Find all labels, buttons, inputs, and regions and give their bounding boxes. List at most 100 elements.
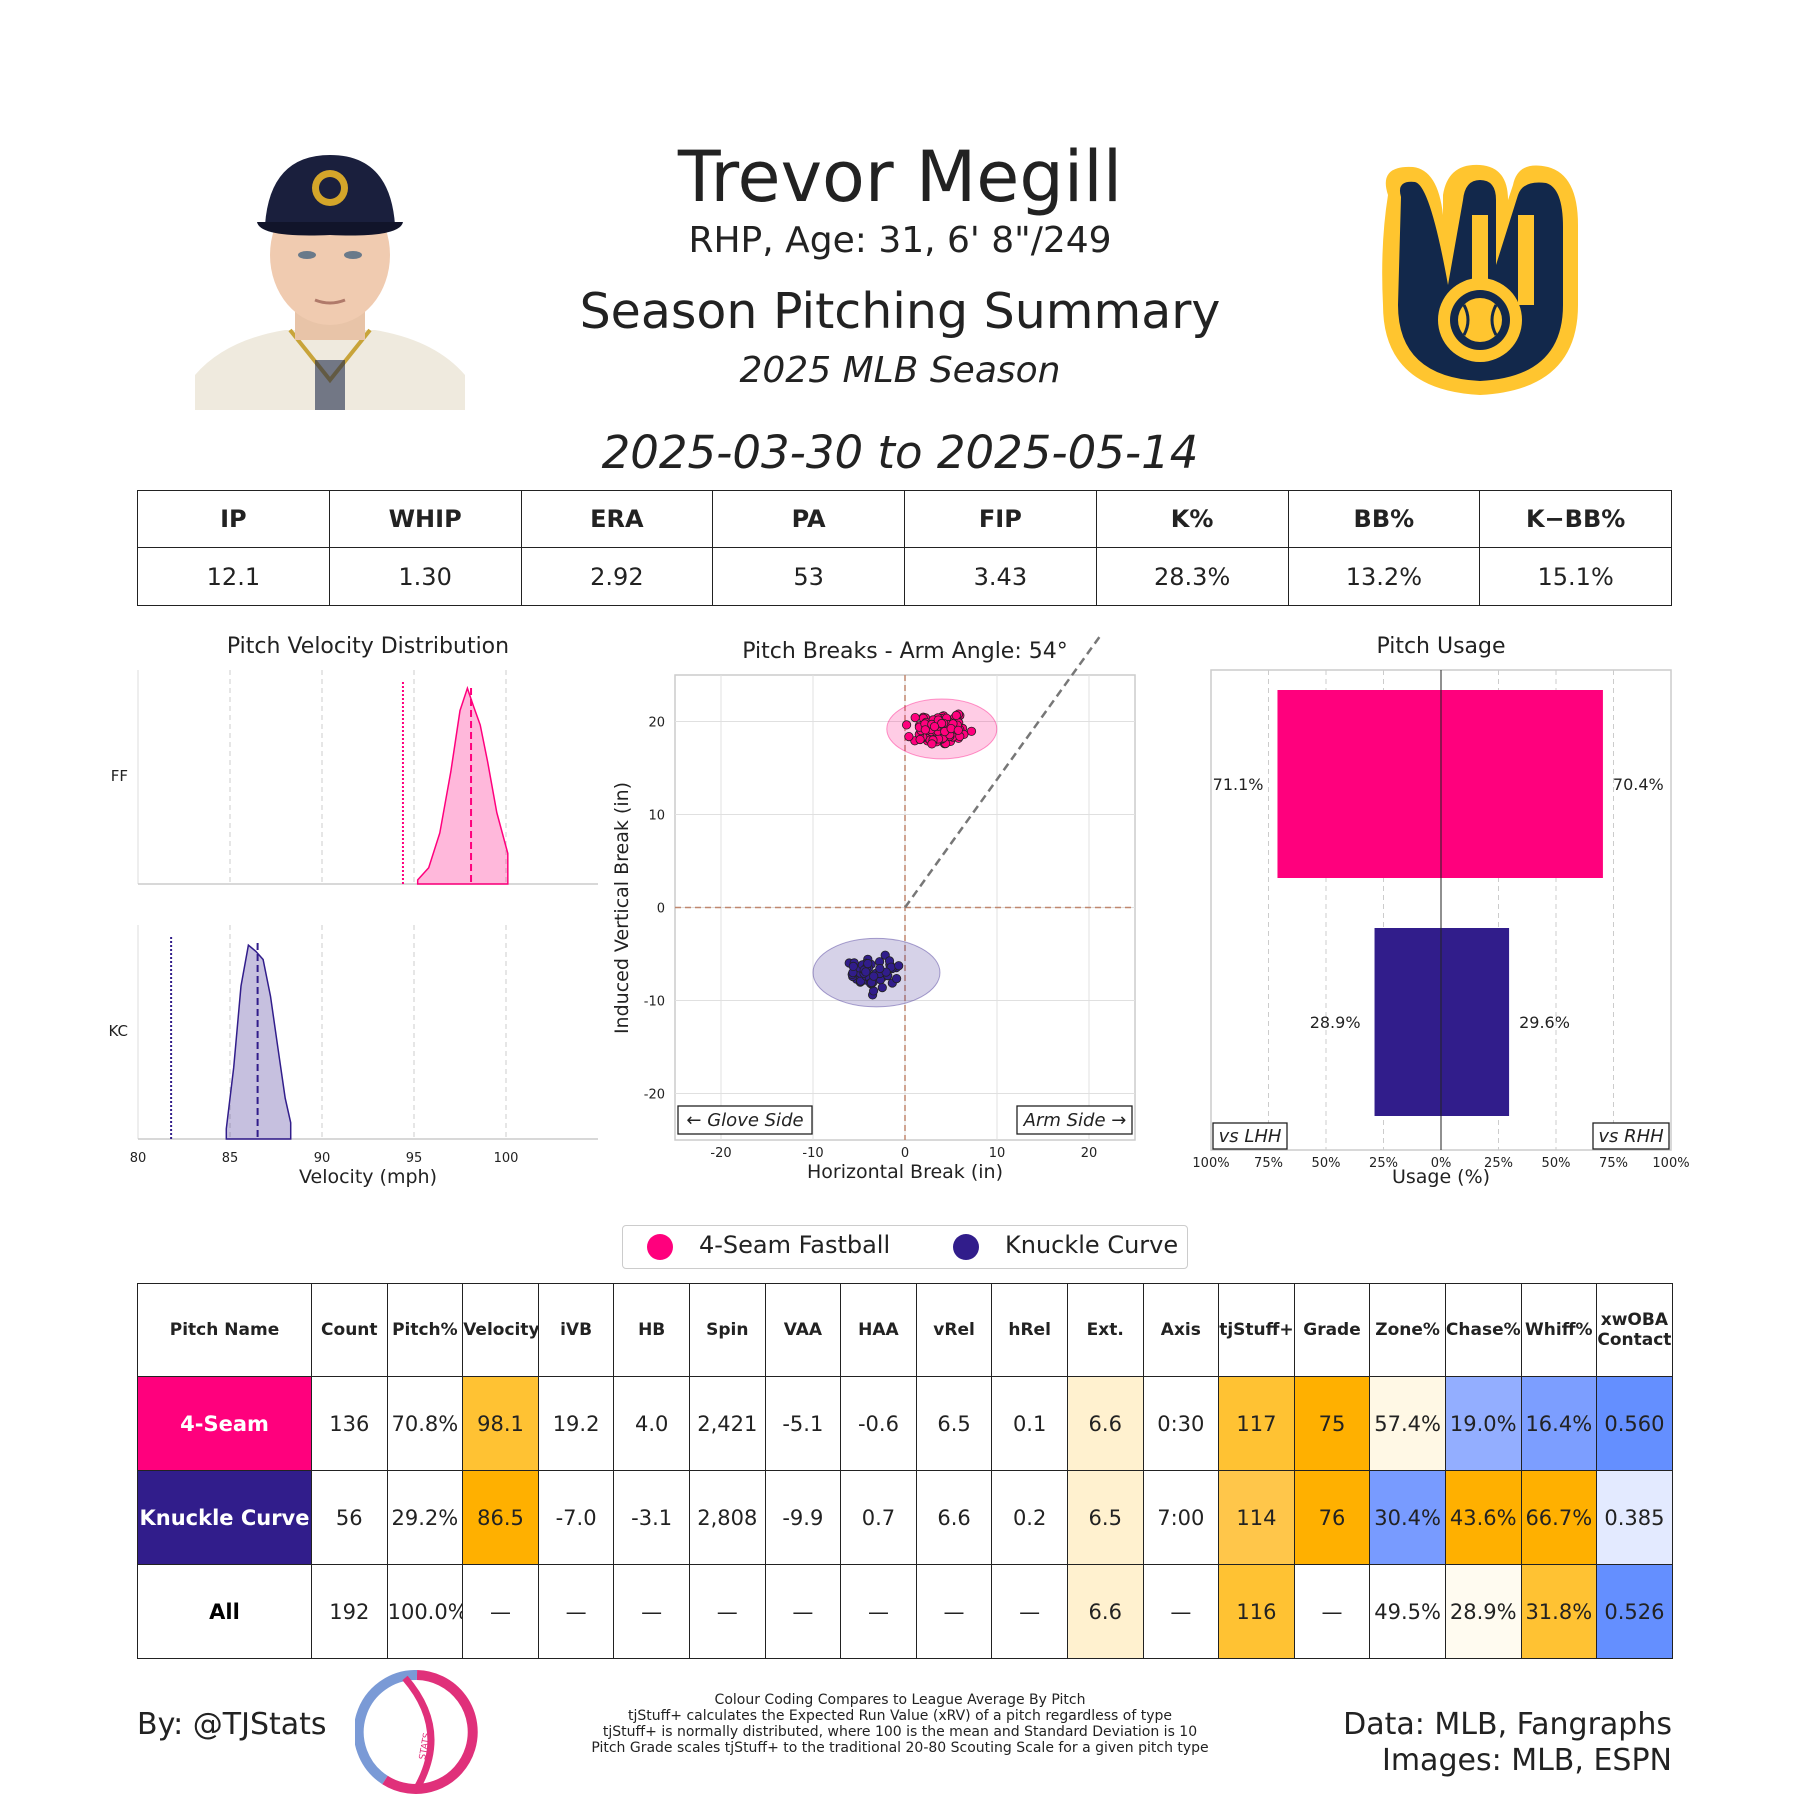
stat-value: 3.43 <box>904 547 1097 606</box>
column-header: Velocity <box>462 1283 539 1377</box>
metric-cell: 76 <box>1293 1470 1371 1565</box>
stat-value: 2.92 <box>520 547 714 606</box>
column-header: Zone% <box>1369 1283 1446 1377</box>
metric-cell: 6.6 <box>915 1470 993 1565</box>
pitch-usage-chart: Pitch Usage 71.1% 70.4% 28.9% 29.6% 100% 75% 50… <box>1192 634 1689 1188</box>
vs-lhh-label: vs LHH <box>1219 1126 1282 1147</box>
season-label: 2025 MLB Season <box>739 350 1061 391</box>
breaks-xtick: -10 <box>802 1146 823 1161</box>
footnote: tjStuff+ is normally distributed, where … <box>602 1724 1198 1740</box>
metric-cell: -7.0 <box>537 1470 615 1565</box>
vs-rhh-box <box>1592 1122 1670 1150</box>
pitch-row-4-seam: 4-Seam 136 70.8% 98.1 19.2 4.0 2,421 -5.1 -0.6 6.… <box>137 1376 1673 1471</box>
usage-bar-lhh <box>1374 928 1441 1116</box>
breaks-chart-title: Pitch Breaks - Arm Angle: 54° <box>742 639 1068 664</box>
stat-header: WHIP <box>328 490 522 548</box>
usage-tick-label: 75% <box>1599 1156 1628 1171</box>
metric-cell: 0.385 <box>1596 1470 1673 1565</box>
breaks-xtick: 20 <box>1081 1146 1098 1161</box>
metric-cell: 117 <box>1218 1376 1295 1471</box>
metric-cell: — <box>537 1564 615 1659</box>
column-header: Spin <box>688 1283 766 1377</box>
column-header: tjStuff+ <box>1218 1283 1295 1377</box>
legend-ff-marker <box>647 1234 673 1260</box>
break-point <box>875 963 885 974</box>
usage-bar-rhh <box>1441 928 1510 1116</box>
metric-cell: 0:30 <box>1142 1376 1220 1471</box>
metric-cell: 56 <box>311 1470 388 1565</box>
arm-side-box <box>1016 1105 1133 1135</box>
metric-cell: 0.7 <box>840 1470 917 1565</box>
data-source: Data: MLB, Fangraphs <box>1343 1707 1672 1742</box>
metric-cell: 116 <box>1218 1564 1295 1659</box>
stat-header: ERA <box>520 490 714 548</box>
usage-tick-label: 100% <box>1192 1156 1229 1171</box>
column-header: hRel <box>991 1283 1068 1377</box>
pitch-breaks-chart: Pitch Breaks - Arm Angle: 54° -20 -10 0 10 20… <box>611 635 1136 1183</box>
usage-tick-label: 25% <box>1369 1156 1398 1171</box>
metric-cell: 6.5 <box>915 1376 993 1471</box>
player-info: RHP, Age: 31, 6' 8"/249 <box>688 220 1112 261</box>
pitch-name-cell: 4-Seam <box>137 1376 312 1471</box>
velocity-tick-label: 85 <box>222 1151 239 1166</box>
metric-cell: 86.5 <box>462 1470 539 1565</box>
metric-cell: — <box>688 1564 766 1659</box>
vs-lhh-box <box>1212 1122 1288 1150</box>
metric-cell: 19.2 <box>537 1376 615 1471</box>
column-header: Count <box>311 1283 388 1377</box>
chart-legend: 4-Seam Fastball Knuckle Curve <box>622 1225 1188 1269</box>
velocity-distribution-chart: Pitch Velocity Distribution FF KC 80 85 90 95 1… <box>109 634 598 1188</box>
column-header: xwOBA Contact <box>1596 1283 1673 1377</box>
metric-cell: 19.0% <box>1444 1376 1522 1471</box>
stat-value: 53 <box>712 547 905 606</box>
footnote: Pitch Grade scales tjStuff+ to the tradi… <box>591 1740 1209 1756</box>
breaks-xtick: 10 <box>989 1146 1006 1161</box>
column-header: Ext. <box>1066 1283 1144 1377</box>
footnotes: Colour Coding Compares to League Average… <box>560 1692 1240 1756</box>
stat-value: 15.1% <box>1479 547 1672 606</box>
usage-xlabel: Usage (%) <box>1392 1166 1490 1188</box>
metric-cell: -5.1 <box>764 1376 842 1471</box>
velocity-row-label: FF <box>111 767 128 785</box>
break-point <box>869 971 879 981</box>
metric-cell: — <box>915 1564 993 1659</box>
breaks-xtick: -20 <box>710 1146 731 1161</box>
breaks-xlabel: Horizontal Break (in) <box>807 1161 1003 1183</box>
column-header: Pitch Name <box>137 1283 312 1377</box>
break-point <box>920 725 930 735</box>
break-point <box>891 973 902 984</box>
metric-cell: 28.9% <box>1444 1564 1522 1659</box>
pitch-row-knuckle-curve: Knuckle Curve 56 29.2% 86.5 -7.0 -3.1 2,808 -9.… <box>137 1470 1673 1565</box>
pitch-name-cell: Knuckle Curve <box>137 1470 312 1565</box>
metric-cell: 0.526 <box>1596 1564 1673 1659</box>
break-point <box>904 732 914 742</box>
footnote: tjStuff+ calculates the Expected Run Val… <box>627 1708 1173 1724</box>
usage-tick-label: 25% <box>1484 1156 1513 1171</box>
velocity-tick-label: 100 <box>494 1151 519 1166</box>
break-point <box>861 967 871 977</box>
break-point <box>915 734 925 745</box>
usage-chart-title: Pitch Usage <box>1376 634 1505 659</box>
usage-tick-label: 50% <box>1542 1156 1571 1171</box>
summary-title: Season Pitching Summary <box>579 283 1221 340</box>
usage-bar-rhh <box>1441 690 1603 878</box>
tjstats-logo: STATS <box>355 1670 478 1794</box>
metric-cell: 49.5% <box>1369 1564 1446 1659</box>
brewers-logo <box>1382 164 1578 395</box>
velocity-xlabel: Velocity (mph) <box>299 1166 437 1188</box>
metric-cell: 0.560 <box>1596 1376 1673 1471</box>
glove-side-box <box>677 1105 813 1135</box>
break-point <box>929 722 940 732</box>
metric-cell: -0.6 <box>840 1376 917 1471</box>
break-point <box>848 961 858 971</box>
metric-cell: 98.1 <box>462 1376 539 1471</box>
legend-ff-label: 4-Seam Fastball <box>699 1231 891 1259</box>
metric-cell: 2,808 <box>688 1470 766 1565</box>
metric-cell: — <box>991 1564 1068 1659</box>
metric-cell: 7:00 <box>1142 1470 1220 1565</box>
column-header: Chase% <box>1444 1283 1522 1377</box>
metric-cell: 114 <box>1218 1470 1295 1565</box>
metric-cell: 100.0% <box>386 1564 464 1659</box>
glove-side-label: ← Glove Side <box>686 1110 803 1131</box>
metric-cell: 75 <box>1293 1376 1371 1471</box>
